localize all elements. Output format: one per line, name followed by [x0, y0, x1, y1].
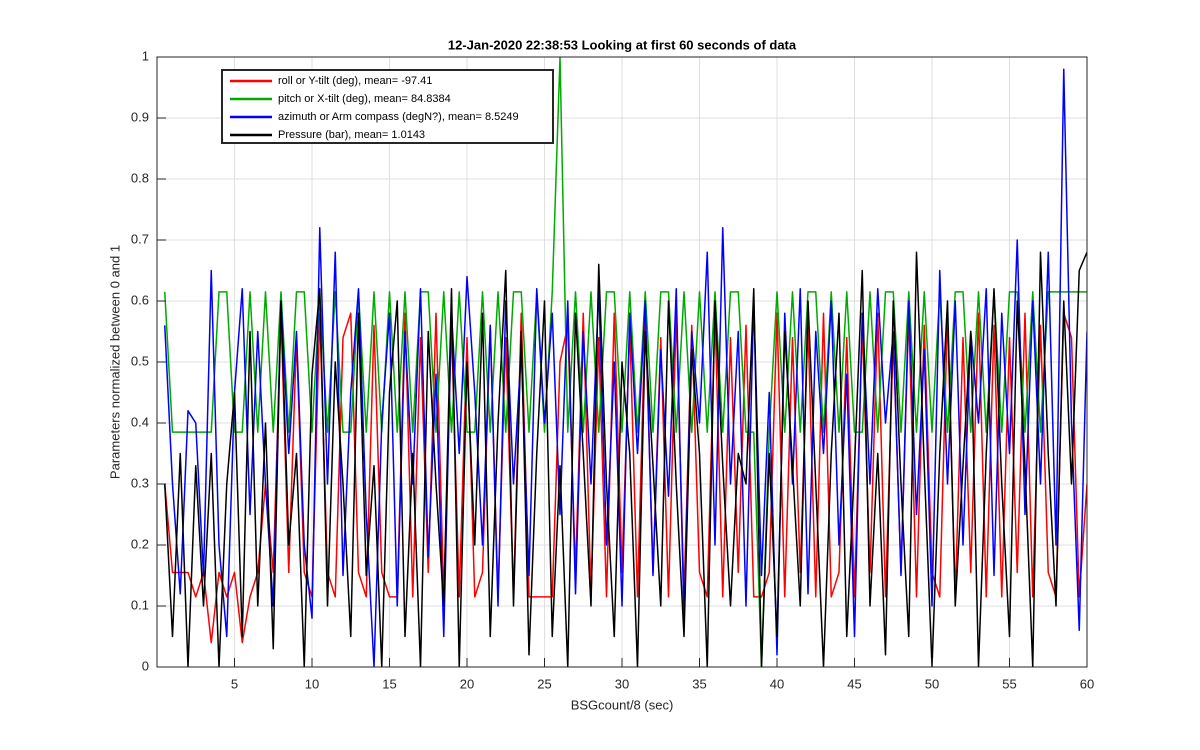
plot-frame	[156, 56, 1088, 668]
x-tick-label: 20	[460, 676, 474, 691]
y-tick-label: 0.2	[131, 536, 149, 551]
x-tick-label: 45	[847, 676, 861, 691]
legend: roll or Y-tilt (deg), mean= -97.41 pitch …	[221, 69, 554, 144]
y-tick-label: 0.3	[131, 475, 149, 490]
lines	[164, 57, 1087, 667]
legend-label: Pressure (bar), mean= 1.0143	[278, 129, 425, 141]
x-tick-label: 35	[692, 676, 706, 691]
legend-label: roll or Y-tilt (deg), mean= -97.41	[278, 75, 432, 87]
y-tick-label: 0.5	[131, 353, 149, 368]
legend-box	[221, 69, 554, 144]
x-tick-label: 15	[382, 676, 396, 691]
x-tick-label: 10	[305, 676, 319, 691]
x-tick-label: 55	[1002, 676, 1016, 691]
y-tick-label: 1	[142, 48, 149, 63]
x-tick-label: 25	[537, 676, 551, 691]
y-tick-label: 0.1	[131, 597, 149, 612]
legend-label: pitch or X-tilt (deg), mean= 84.8384	[278, 93, 451, 105]
x-tick-label: 50	[925, 676, 939, 691]
series-line	[164, 251, 1087, 667]
legend-label: azimuth or Arm compass (degN?), mean= 8.…	[278, 111, 519, 123]
y-axis-label: Parameters normalized between 0 and 1	[107, 245, 122, 479]
x-axis-label: BSGcount/8 (sec)	[571, 697, 674, 712]
y-tick-label: 0	[142, 658, 149, 673]
series-line	[164, 68, 1087, 667]
axes: 5 10 15 20 25 30 35 40 45 50 55 60 0 0.1 0.2 0.3 0.4 0.5 0…	[131, 48, 1094, 691]
y-tick-label: 0.9	[131, 109, 149, 124]
y-tick-label: 0.8	[131, 170, 149, 185]
x-tick-label: 5	[231, 676, 238, 691]
x-tick-label: 40	[770, 676, 784, 691]
chart-title: 12-Jan-2020 22:38:53 Looking at first 60…	[448, 37, 797, 52]
x-tick-label: 60	[1080, 676, 1094, 691]
y-tick-label: 0.7	[131, 231, 149, 246]
y-tick-label: 0.6	[131, 292, 149, 307]
x-tick-label: 30	[615, 676, 629, 691]
y-tick-label: 0.4	[131, 414, 149, 429]
